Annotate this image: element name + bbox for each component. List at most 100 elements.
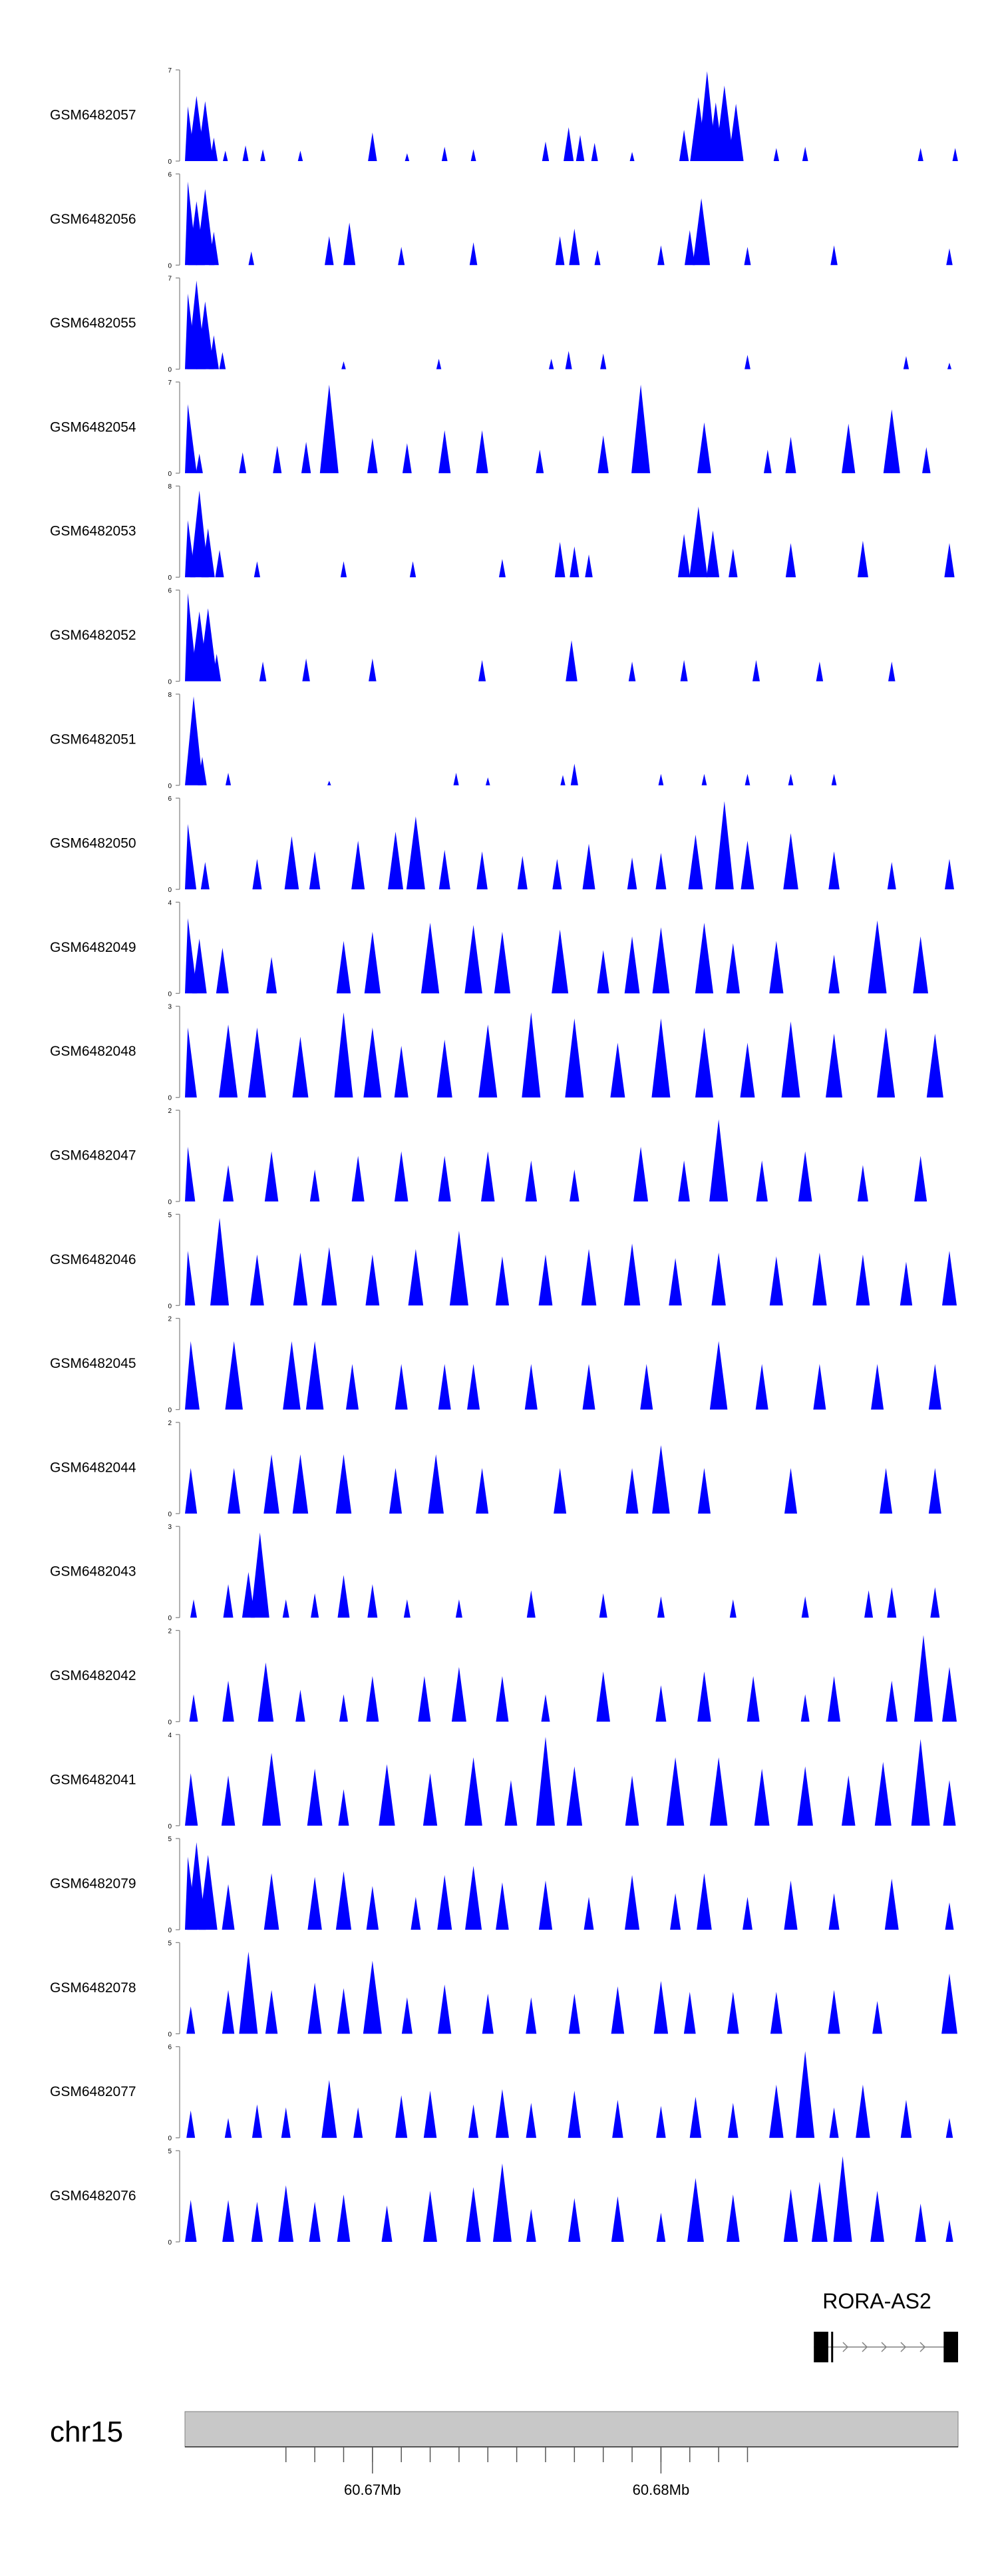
coverage-peak [670,1893,681,1930]
coverage-peak [292,1036,309,1098]
coverage-peak [307,1876,322,1930]
coverage-peak [395,2095,408,2138]
coverage-peak [597,950,609,994]
gene-label: RORA-AS2 [822,2289,931,2313]
coverage-peak [596,1671,610,1722]
y-tick-label-min: 0 [168,679,172,686]
coverage-peak [864,1590,874,1618]
coverage-peak [880,1468,893,1514]
coverage-peak [656,2213,666,2242]
coverage-peak [337,1575,350,1618]
coverage-peak [872,2001,882,2034]
coverage-peak [922,447,931,473]
coverage-peak [566,640,578,682]
y-tick-label-max: 6 [168,2044,172,2051]
coverage-peak [394,1151,409,1201]
y-tick-label-max: 3 [168,1524,172,1531]
coverage-peak [857,540,868,578]
coverage-peak [828,1893,840,1930]
coverage-peak [828,1676,841,1722]
coverage-peak [538,1880,553,1930]
coverage-peak [251,2201,263,2242]
coverage-peak [185,1773,198,1826]
coverage-peak [192,939,207,994]
coverage-peak [611,1986,625,2034]
y-tick-label-min: 0 [168,783,172,790]
coverage-peak [554,1468,567,1514]
y-tick-label-max: 7 [168,276,172,283]
coverage-peak [325,236,334,266]
track-label: GSM6482076 [50,2189,136,2204]
coverage-peak [600,353,607,369]
y-tick-label-min: 0 [168,1407,172,1414]
coverage-peak [877,1027,896,1098]
coverage-peak [887,862,896,890]
coverage-peak [886,1680,898,1722]
coverage-peak [883,409,900,473]
coverage-peak [612,2099,623,2138]
track-label: GSM6482052 [50,628,136,643]
coverage-peak [581,1249,597,1306]
coverage-peak [941,1973,957,2034]
coverage-peak [697,1671,711,1722]
coverage-peak [363,1027,382,1098]
coverage-peak [319,384,339,473]
y-tick-label-max: 2 [168,1108,172,1115]
y-tick-label-min: 0 [168,158,172,166]
coverage-peak [222,150,228,161]
y-tick-label-min: 0 [168,1615,172,1622]
coverage-peak [833,2156,852,2242]
coverage-peak [343,222,356,266]
coverage-peak [468,2104,479,2138]
coverage-peak [222,2199,234,2242]
track-label: GSM6482049 [50,940,136,955]
y-tick-label-min: 0 [168,471,172,478]
coverage-peak [526,1997,537,2034]
coverage-peak [186,2006,196,2034]
coverage-peak [688,834,703,890]
coverage-peak [522,1012,541,1098]
track-label: GSM6482041 [50,1772,136,1787]
coverage-peak [242,1572,255,1618]
coverage-peak [856,2084,870,2138]
coverage-peak [340,561,347,578]
coverage-peak [773,148,779,161]
coverage-peak [568,2090,582,2138]
y-tick-label-max: 4 [168,1732,172,1739]
coverage-peak [196,453,203,473]
coverage-peak [828,851,840,890]
coverage-peak [187,1842,206,1930]
coverage-peak [651,1018,671,1098]
coverage-peak [223,1165,234,1201]
coverage-peak [888,661,896,682]
coverage-peak [914,1156,927,1201]
coverage-peak [455,1599,462,1618]
chromosome-label: chr15 [50,2416,123,2448]
coverage-peak [740,1042,755,1098]
coverage-peak [769,1256,783,1306]
coverage-peak [928,1364,941,1410]
coverage-peak [709,1341,728,1410]
coverage-peak [828,1990,840,2034]
coverage-peak [379,1764,395,1826]
coverage-peak [381,2205,393,2242]
coverage-peak [260,149,265,161]
coverage-peak [388,831,404,890]
coverage-peak [295,1689,305,1722]
track-label: GSM6482057 [50,108,136,123]
coverage-peak [219,352,226,369]
y-tick-label-max: 2 [168,1628,172,1635]
y-tick-label-max: 5 [168,1940,172,1947]
coverage-peak [248,251,254,266]
coverage-peak [251,2104,262,2138]
coverage-peak [451,1667,466,1722]
coverage-peak [570,1170,580,1201]
coverage-peak [629,152,635,161]
coverage-peak [689,507,708,578]
coverage-peak [726,943,741,994]
coverage-peak [466,2187,481,2242]
track-label: GSM6482046 [50,1252,136,1267]
coverage-peak [900,2099,912,2138]
coverage-peak [436,358,442,369]
coverage-peak [311,1593,319,1618]
